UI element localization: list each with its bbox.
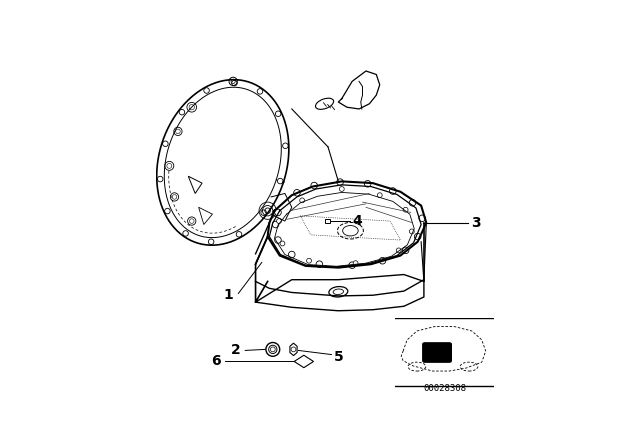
- Circle shape: [396, 248, 401, 253]
- Circle shape: [289, 251, 295, 258]
- Circle shape: [204, 88, 209, 93]
- Circle shape: [163, 141, 168, 146]
- Text: 1: 1: [223, 288, 233, 302]
- Circle shape: [278, 178, 283, 184]
- Circle shape: [378, 193, 382, 198]
- Circle shape: [415, 233, 421, 240]
- Circle shape: [353, 261, 358, 266]
- Circle shape: [275, 111, 281, 116]
- Circle shape: [209, 239, 214, 245]
- Text: 2: 2: [231, 344, 241, 358]
- Text: 4: 4: [353, 215, 363, 228]
- Circle shape: [403, 207, 408, 212]
- Circle shape: [164, 208, 170, 214]
- Circle shape: [294, 190, 300, 196]
- Circle shape: [157, 177, 163, 182]
- Circle shape: [307, 258, 312, 263]
- Circle shape: [316, 261, 323, 267]
- Circle shape: [257, 89, 263, 94]
- Circle shape: [339, 186, 344, 191]
- Text: 3: 3: [471, 216, 481, 230]
- Circle shape: [419, 215, 426, 222]
- Text: 5: 5: [334, 349, 344, 364]
- Circle shape: [280, 241, 285, 246]
- Circle shape: [232, 80, 237, 86]
- Circle shape: [236, 232, 242, 237]
- Circle shape: [311, 182, 317, 189]
- Circle shape: [337, 179, 343, 185]
- Text: 6: 6: [211, 354, 221, 368]
- Circle shape: [410, 229, 414, 234]
- Circle shape: [300, 198, 305, 203]
- Circle shape: [349, 262, 355, 268]
- Circle shape: [183, 231, 188, 236]
- Circle shape: [409, 199, 416, 206]
- Circle shape: [390, 188, 396, 194]
- Circle shape: [283, 143, 288, 149]
- Circle shape: [275, 237, 281, 243]
- Circle shape: [261, 210, 266, 215]
- Circle shape: [380, 258, 386, 264]
- Circle shape: [179, 109, 185, 115]
- Circle shape: [272, 221, 279, 228]
- Circle shape: [403, 247, 409, 254]
- Circle shape: [275, 209, 281, 216]
- Circle shape: [364, 181, 371, 187]
- Bar: [324, 219, 330, 224]
- Circle shape: [276, 219, 282, 224]
- Text: 00028308: 00028308: [424, 383, 467, 392]
